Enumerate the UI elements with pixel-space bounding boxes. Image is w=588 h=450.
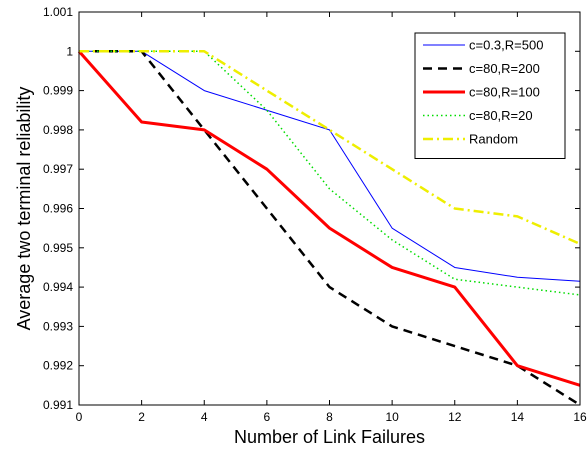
y-tick-label: 0.992 (43, 359, 73, 373)
x-tick-label: 12 (448, 410, 462, 424)
x-tick-label: 0 (76, 410, 83, 424)
series-line-5 (79, 50, 581, 246)
legend-label: c=80,R=20 (469, 108, 533, 123)
plot-area-frame (78, 11, 581, 406)
y-tick-label: 1 (66, 44, 73, 58)
x-tick-label: 10 (385, 410, 399, 424)
x-tick-label: 16 (573, 410, 587, 424)
y-tick-label: 1.001 (43, 5, 73, 19)
y-tick-label: 0.991 (43, 398, 73, 412)
x-tick-label: 14 (511, 410, 525, 424)
y-tick-label: 0.993 (43, 319, 73, 333)
series-layer (77, 50, 581, 407)
legend: c=0.3,R=500 c=80,R=200 c=80,R=100 c=80,R=20… (414, 32, 566, 159)
series-line-3 (77, 50, 581, 387)
legend-label: c=80,R=100 (469, 85, 540, 100)
x-tick-label: 6 (264, 410, 271, 424)
legend-label: c=0.3,R=500 (469, 38, 543, 53)
y-tick-label: 0.998 (43, 123, 73, 137)
series-line-4 (79, 50, 581, 296)
y-tick-label: 0.995 (43, 241, 73, 255)
legend-box (414, 32, 566, 159)
series-line-2 (79, 50, 581, 407)
y-tick-label: 0.999 (43, 84, 73, 98)
series-line-1 (79, 50, 581, 282)
legend-label: Random (469, 132, 518, 147)
x-axis-label: Number of Link Failures (234, 427, 425, 447)
x-tick-label: 4 (201, 410, 208, 424)
y-tick-label: 0.994 (43, 280, 73, 294)
x-tick-label: 8 (326, 410, 333, 424)
x-tick-label: 2 (138, 410, 145, 424)
y-tick-label: 0.996 (43, 202, 73, 216)
y-tick-label: 0.997 (43, 162, 73, 176)
legend-label: c=80,R=200 (469, 61, 540, 76)
y-axis-label: Average two terminal reliability (14, 87, 34, 331)
